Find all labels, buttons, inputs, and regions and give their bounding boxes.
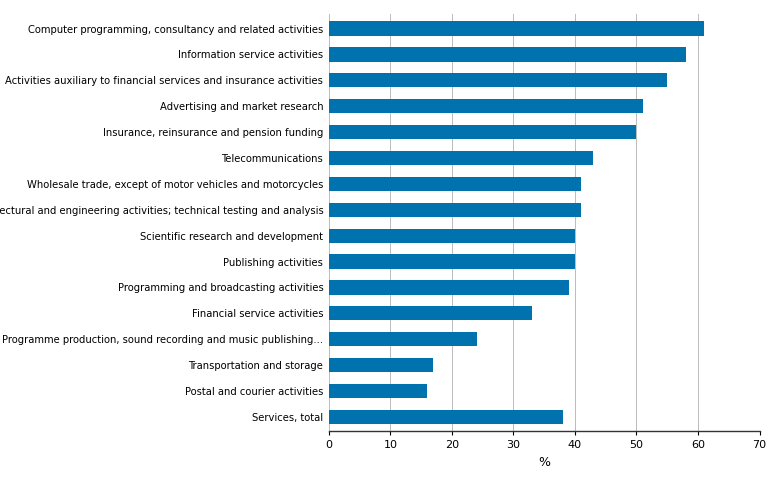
Bar xyxy=(329,22,704,36)
Bar xyxy=(329,99,643,114)
Bar xyxy=(329,306,532,320)
Bar xyxy=(329,332,477,346)
Bar xyxy=(329,280,568,295)
Bar xyxy=(329,410,563,424)
Bar xyxy=(329,254,575,269)
Bar xyxy=(329,358,434,372)
Bar xyxy=(329,73,667,88)
Bar xyxy=(329,228,575,243)
X-axis label: %: % xyxy=(538,456,550,468)
Bar xyxy=(329,177,581,191)
Bar xyxy=(329,125,637,139)
Bar xyxy=(329,151,594,165)
Bar xyxy=(329,47,686,62)
Bar xyxy=(329,384,428,398)
Bar xyxy=(329,203,581,217)
